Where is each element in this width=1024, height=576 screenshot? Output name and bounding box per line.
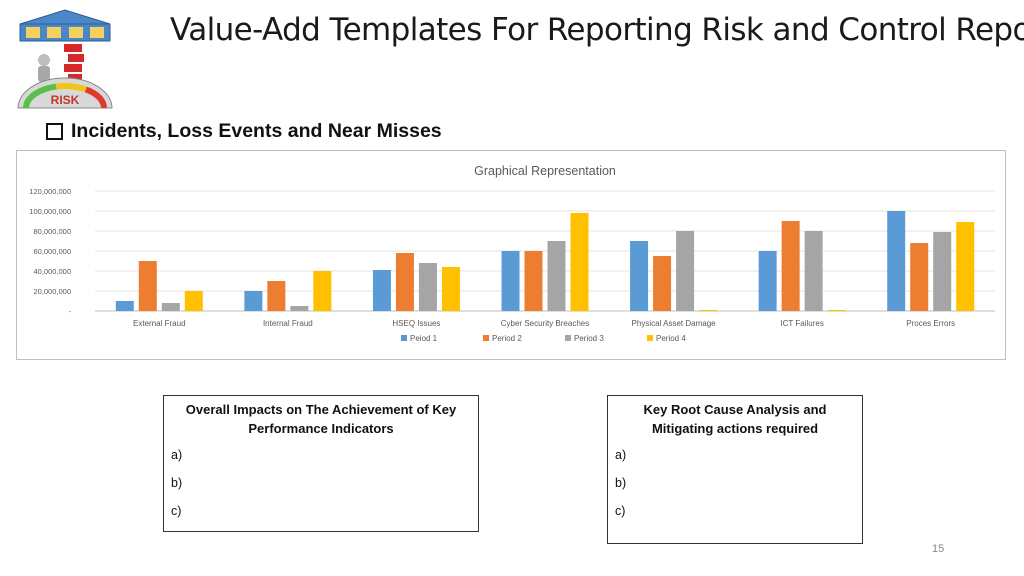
y-tick-label: 40,000,000 [33, 267, 71, 276]
legend-swatch [647, 335, 653, 341]
bar [161, 303, 180, 311]
bar [676, 231, 695, 311]
x-tick-label: Proces Errors [906, 319, 955, 328]
bar [570, 213, 589, 311]
bar [184, 291, 203, 311]
y-tick-label: 100,000,000 [29, 207, 71, 216]
root-cause-item-a: a) [615, 448, 627, 462]
bar [372, 270, 391, 311]
section-heading: Incidents, Loss Events and Near Misses [46, 120, 442, 143]
legend-swatch [565, 335, 571, 341]
bar [441, 267, 460, 311]
root-cause-box: Key Root Cause Analysis and Mitigating a… [607, 395, 863, 544]
bar [781, 221, 800, 311]
bar-chart: Graphical Representation - 20,000,000 40,00… [16, 150, 1006, 360]
y-tick-label: 20,000,000 [33, 287, 71, 296]
x-tick-label: ICT Failures [780, 319, 823, 328]
chart-svg: Graphical Representation - 20,000,000 40,00… [29, 164, 995, 343]
bar [910, 243, 929, 311]
impacts-box-title: Overall Impacts on The Achievement of Ke… [185, 402, 457, 436]
legend-label: Period 3 [574, 334, 604, 343]
legend-label: Peiod 1 [410, 334, 438, 343]
bar [653, 256, 672, 311]
bar [887, 211, 906, 311]
root-cause-item-b: b) [615, 476, 627, 490]
section-heading-text: Incidents, Loss Events and Near Misses [71, 120, 442, 142]
bar [547, 241, 566, 311]
x-tick-label: HSEQ Issues [392, 319, 440, 328]
impacts-item-b: b) [171, 476, 183, 490]
y-tick-label: - [69, 307, 72, 316]
bar [418, 263, 437, 311]
x-tick-label: Internal Fraud [263, 319, 313, 328]
y-tick-label: 120,000,000 [29, 187, 71, 196]
svg-text:RISK: RISK [51, 93, 80, 107]
bar [804, 231, 823, 311]
bar [501, 251, 520, 311]
root-cause-box-title: Key Root Cause Analysis and Mitigating a… [643, 402, 827, 436]
bar [395, 253, 414, 311]
bar [933, 232, 952, 311]
bar [956, 222, 975, 311]
impacts-box: Overall Impacts on The Achievement of Ke… [163, 395, 479, 532]
page-number: 15 [932, 543, 945, 555]
x-tick-label: External Fraud [133, 319, 185, 328]
impacts-item-a: a) [171, 448, 183, 462]
bar [758, 251, 777, 311]
root-cause-item-c: c) [615, 504, 626, 518]
x-tick-label: Cyber Security Breaches [501, 319, 589, 328]
bar [313, 271, 332, 311]
legend-swatch [483, 335, 489, 341]
risk-house-logo: RISK [14, 8, 116, 110]
legend-swatch [401, 335, 407, 341]
impacts-item-c: c) [171, 504, 182, 518]
bar [115, 301, 134, 311]
checkbox-bullet-icon [46, 123, 63, 140]
bar [524, 251, 543, 311]
bar [138, 261, 157, 311]
y-tick-label: 80,000,000 [33, 227, 71, 236]
bar [699, 310, 718, 311]
x-tick-label: Physical Asset Damage [632, 319, 717, 328]
bar [630, 241, 649, 311]
legend-label: Period 4 [656, 334, 686, 343]
chart-title: Graphical Representation [474, 164, 616, 178]
y-tick-label: 60,000,000 [33, 247, 71, 256]
bar [827, 310, 846, 311]
bar [290, 306, 309, 311]
page-title: Value-Add Templates For Reporting Risk a… [170, 12, 1024, 48]
legend-label: Period 2 [492, 334, 522, 343]
bar [267, 281, 286, 311]
bar [244, 291, 263, 311]
